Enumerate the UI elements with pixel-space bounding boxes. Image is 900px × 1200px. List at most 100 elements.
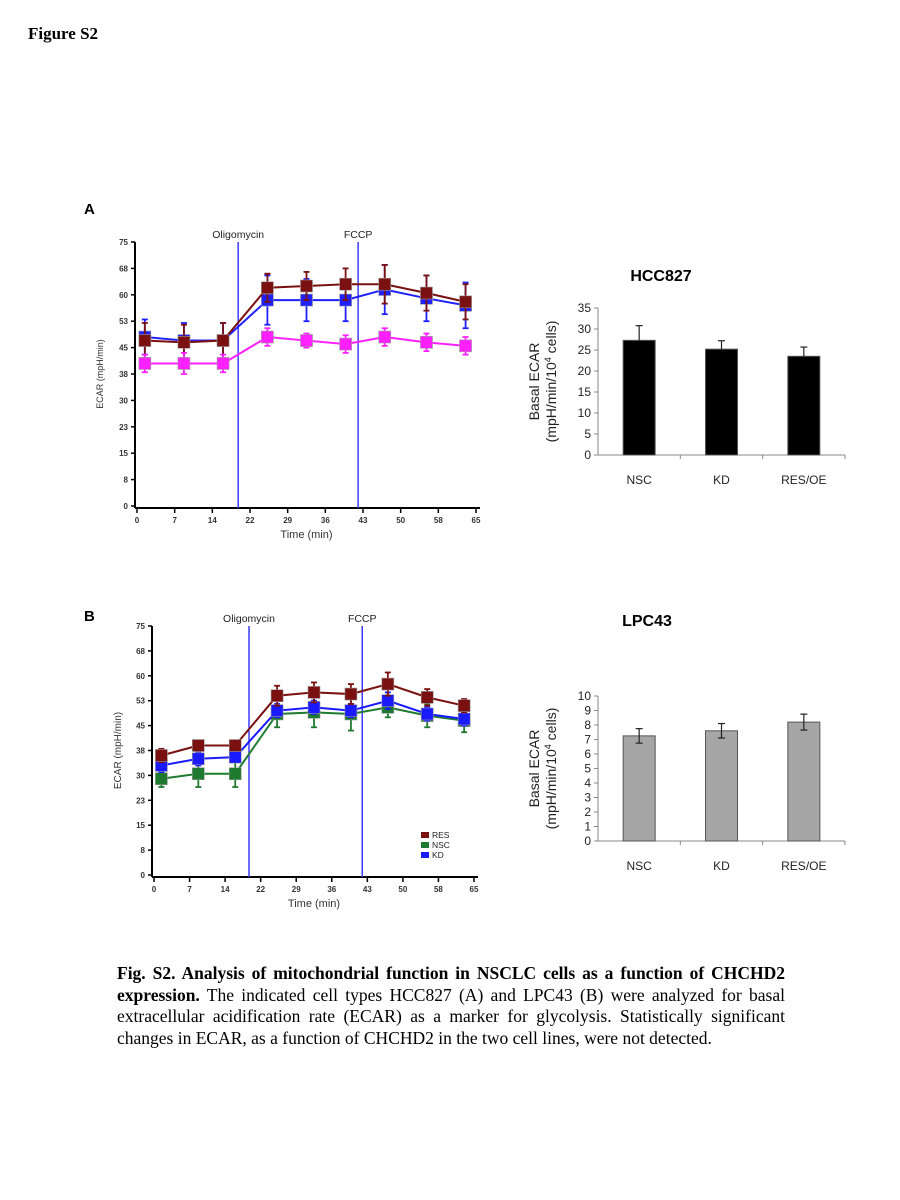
figure-label: Figure S2 [28,24,99,43]
y-label-line1: Basal ECAR [526,343,542,421]
panel-label-b: B [84,608,95,625]
y-tick-label: 10 [578,406,592,420]
data-point [457,712,471,726]
legend-label: RES [432,830,450,840]
data-point [420,707,434,721]
y-tick-label: 20 [578,364,592,378]
x-tick-label: 7 [172,516,177,525]
x-tick-label: 65 [472,516,481,525]
y-tick-label: 45 [136,722,145,731]
y-tick-label: 53 [119,317,128,326]
data-point [138,334,152,347]
data-point [261,281,274,295]
x-tick-label: 43 [359,516,368,525]
x-tick-label: 22 [246,516,255,525]
bar-nsc [622,339,656,456]
y-tick-label: 38 [119,370,128,379]
y-label-exponent: 4 [543,357,553,362]
data-point [307,686,321,699]
y-tick-label: 60 [119,291,128,300]
annotation-label: FCCP [344,229,373,241]
y-tick-label: 8 [124,476,129,485]
data-point [378,277,392,291]
data-point [381,677,395,691]
y-tick-label: 25 [578,343,592,357]
data-point [261,330,274,344]
legend-swatch [421,852,429,858]
x-tick-label: 22 [256,885,265,894]
annotation-label: Oligomycin [223,613,275,625]
y-tick-label: 9 [584,704,591,718]
series-2 [138,327,472,375]
y-label-exponent: 4 [543,744,553,749]
data-point [300,334,313,347]
x-tick-label: 58 [434,885,443,894]
y-tick-label: 8 [141,846,146,855]
data-point [339,337,352,351]
category-label: KD [713,473,730,487]
y-axis-label: Basal ECAR (mpH/min/104 cells) [526,708,559,830]
data-point [216,357,230,370]
y-tick-label: 75 [136,622,145,631]
y-tick-label: 35 [578,301,592,315]
y-label-unit-rest: cells) [543,708,559,745]
x-tick-label: 36 [327,885,336,894]
y-label-line2: (mpH/min/104 cells) [543,321,559,443]
data-point [459,295,472,309]
y-tick-label: 60 [136,672,145,681]
series-kd [155,691,471,773]
data-point [300,279,313,293]
y-tick-label: 68 [136,647,145,656]
x-tick-label: 7 [187,885,192,894]
data-point [216,334,230,347]
bar-kd [705,730,738,842]
category-label: RES/OE [781,859,826,873]
y-label-unit-rest: cells) [543,321,559,358]
category-label: NSC [626,859,652,873]
x-tick-label: 36 [321,516,330,525]
bar-kd [705,348,738,456]
data-point [420,336,433,349]
y-tick-label: 3 [584,791,591,805]
y-tick-label: 15 [578,385,592,399]
y-tick-label: 5 [584,762,591,776]
data-point [155,749,168,762]
data-point [228,767,242,781]
x-tick-label: 65 [470,885,479,894]
y-tick-label: 0 [584,834,591,848]
x-tick-label: 50 [396,516,405,525]
bar-res-oe [787,355,821,456]
x-axis-label: Time (min) [280,529,332,541]
data-point [457,699,471,712]
data-point [378,330,392,344]
x-tick-label: 0 [135,516,140,525]
y-tick-label: 2 [584,805,591,819]
legend-swatch [421,842,429,848]
y-tick-label: 30 [578,322,592,336]
y-axis-label: ECAR (mpH/min) [113,712,124,789]
y-tick-label: 8 [584,718,591,732]
figure-caption: Fig. S2. Analysis of mitochondrial funct… [117,963,785,1049]
y-tick-label: 45 [119,344,128,353]
y-tick-label: 1 [584,820,591,834]
y-tick-label: 23 [136,796,145,805]
legend-label: KD [432,850,444,860]
category-label: KD [713,859,730,873]
data-point [177,336,191,349]
y-tick-label: 75 [119,238,128,247]
y-label-line1: Basal ECAR [526,730,542,808]
y-tick-label: 0 [141,871,146,880]
y-tick-label: 15 [119,449,128,458]
panel-label-a: A [84,201,95,218]
data-point [228,750,242,764]
bar-chart-hcc827: HCC827 0 5 10 15 20 25 30 35 NSC KD RES/OE Basal ECA… [526,268,846,487]
y-tick-label: 15 [136,821,145,830]
data-point [192,752,205,766]
data-point [420,691,434,704]
category-label: NSC [626,473,652,487]
y-tick-label: 68 [119,264,128,273]
y-tick-label: 38 [136,747,145,756]
